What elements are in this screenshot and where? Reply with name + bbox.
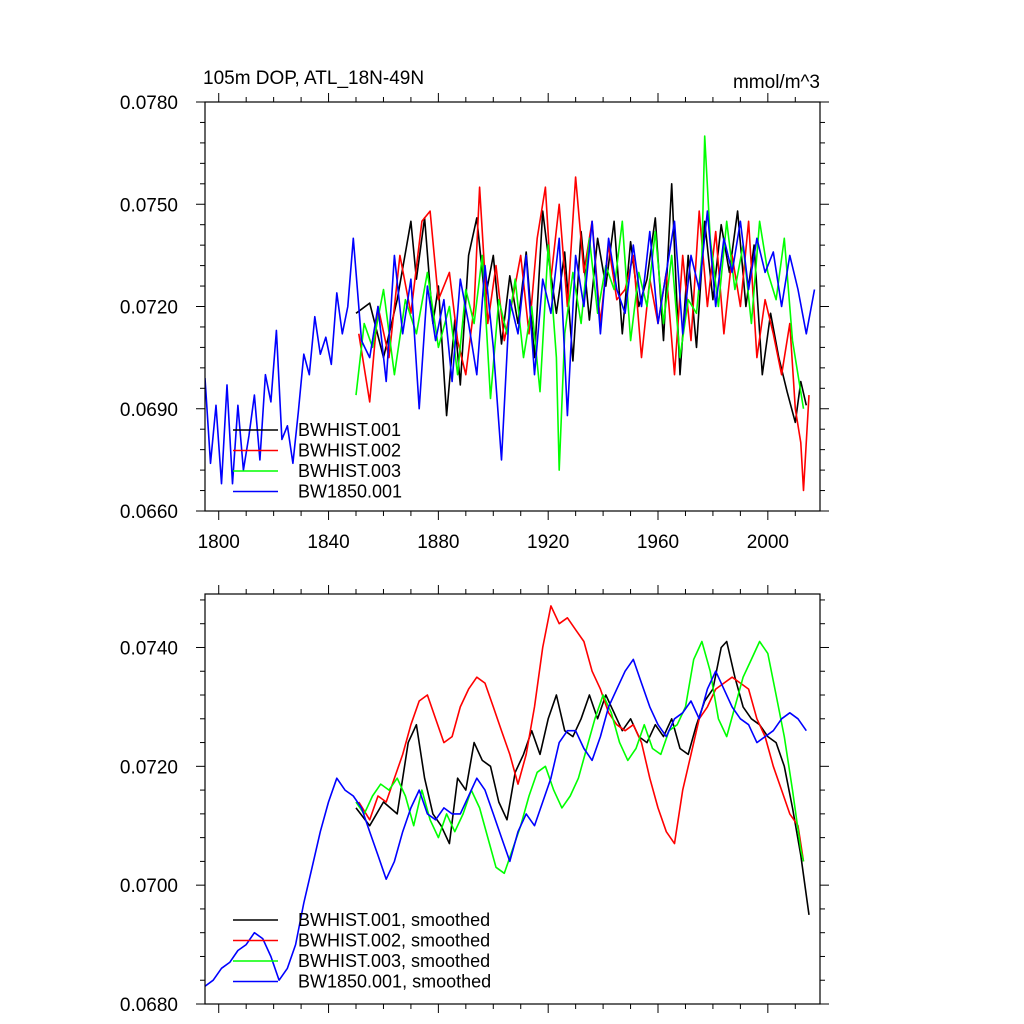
series-line-bwhist-001-smoothed [355, 640, 810, 916]
x-tick-label: 1800 [198, 532, 240, 553]
series-line-bw1850-001 [205, 210, 816, 485]
top-chart-title: 105m DOP, ATL_18N-49N [203, 68, 424, 89]
x-tick-label: 1920 [527, 532, 569, 553]
legend-label: BWHIST.001 [298, 420, 401, 440]
series-line-bwhist-003 [355, 135, 805, 471]
y-tick-label: 0.0660 [120, 502, 178, 523]
y-tick-label: 0.0720 [120, 757, 178, 778]
x-tick-label: 1960 [637, 532, 679, 553]
legend-label: BWHIST.003 [298, 461, 401, 481]
plot-area [205, 135, 816, 492]
legend-label: BW1850.001, smoothed [298, 972, 491, 992]
x-tick-label: 2000 [747, 532, 789, 553]
legend-label: BWHIST.003, smoothed [298, 951, 490, 971]
top-chart-units: mmol/m^3 [733, 72, 820, 93]
legend-label: BWHIST.002 [298, 441, 401, 461]
y-tick-label: 0.0690 [120, 400, 178, 421]
plot-area [205, 605, 810, 987]
legend-label: BW1850.001 [298, 482, 402, 502]
plot-frame [204, 593, 821, 1005]
top-chart: 105m DOP, ATL_18N-49N mmol/m^3 1800 1840 1… [120, 68, 829, 553]
bottom-chart: 0.0680 0.0700 0.0720 0.0740 BWHIST.001, smoo… [120, 585, 829, 1016]
y-tick-label: 0.0740 [120, 638, 178, 659]
y-tick-label: 0.0780 [120, 93, 178, 114]
y-tick-label: 0.0700 [120, 876, 178, 897]
y-tick-label: 0.0680 [120, 995, 178, 1016]
y-tick-label: 0.0720 [120, 298, 178, 319]
x-tick-label: 1880 [417, 532, 459, 553]
series-line-bwhist-001 [355, 183, 808, 424]
legend-label: BWHIST.001, smoothed [298, 910, 490, 930]
x-tick-label: 1840 [307, 532, 349, 553]
y-tick-label: 0.0750 [120, 195, 178, 216]
series-line-bw1850-001-smoothed [205, 658, 807, 987]
series-line-bwhist-003-smoothed [355, 640, 805, 875]
legend-label: BWHIST.002, smoothed [298, 931, 490, 951]
series-line-bwhist-002-smoothed [358, 605, 805, 862]
